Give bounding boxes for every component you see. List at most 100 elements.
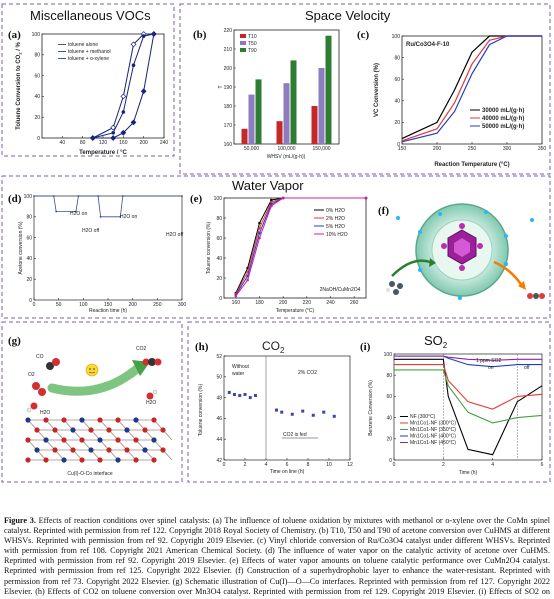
reaction-arrow-icon (47, 363, 143, 396)
c-xtick-label: 300 (503, 146, 512, 152)
lattice-atom (115, 457, 121, 463)
lattice-atom (79, 417, 85, 423)
i-ytick-label: 100 (384, 352, 393, 358)
legend-label-a-1: toluene + methanol (68, 49, 111, 55)
i-ytick-label: 60 (386, 394, 392, 400)
h2o-right-o-icon (146, 392, 154, 400)
data-point-a-0 (110, 124, 117, 131)
c-ytick-label: 40 (394, 99, 400, 105)
i-xtick-label: 2 (442, 462, 445, 468)
annotation-d-1: H2O off (82, 228, 100, 234)
data-point-h-1 (301, 409, 305, 413)
series-line-i-1 (394, 364, 543, 410)
d-xtick-label: 150 (104, 302, 113, 308)
y-axis-label-e: Toluene conversion (%) (206, 222, 212, 275)
so2-on-label: on (488, 365, 494, 371)
e-xtick-label: 220 (303, 300, 312, 306)
o2-atom1-icon (32, 382, 40, 390)
voc-molecule-icon (386, 281, 403, 295)
panel-label-e: (e) (190, 193, 203, 205)
panel-label-f: (f) (378, 205, 389, 217)
d-xtick-label: 250 (153, 302, 162, 308)
y-axis-label-a: Toluene Conversion to CO2 / % (16, 41, 23, 129)
data-point-e-3 (270, 204, 273, 208)
c-xtick-label: 350 (538, 146, 547, 152)
section-title-misc: Miscellaneous VOCs (30, 8, 151, 23)
b-ytick-label: 220 (224, 28, 233, 34)
lattice-atom (115, 437, 121, 443)
b-ytick-label: 190 (224, 85, 233, 91)
b-xtick-label: 150,000 (312, 146, 330, 152)
legend-label-i-1: Mn1Co1-NF (300°C) (410, 421, 456, 427)
y-axis-label-c: VC Conversion (%) (374, 63, 380, 117)
data-point-d (181, 195, 183, 197)
lattice-atom (25, 417, 31, 423)
o2-atom2-icon (38, 388, 46, 396)
e-ytick-label: 60 (216, 236, 222, 242)
b-ytick-label: 200 (224, 66, 233, 72)
series-group-i (394, 355, 543, 456)
series-line-e-2 (235, 197, 366, 296)
legend-label-a-2: toluene + o-xylene (68, 56, 109, 62)
x-axis-label-b: WHSV (mL/(g·h)) (267, 154, 306, 160)
lattice-atom (133, 437, 139, 443)
y-axis-label-b: T (218, 85, 224, 88)
panel-f: (f) (378, 203, 545, 300)
c-ytick-label: 80 (394, 55, 400, 61)
a-ytick-label: 60 (34, 73, 40, 79)
water-droplet-icons (396, 210, 534, 300)
bar-t50-1 (283, 83, 290, 144)
lattice-atom (70, 447, 76, 453)
h-xtick-label: 0 (223, 462, 226, 468)
frame-g (1, 321, 183, 483)
annotation-d-3: H2O off (166, 232, 184, 238)
so2-ppm-label: 1 ppm SO2 (476, 358, 502, 364)
x-axis-label-d: Reaction time (h) (89, 308, 127, 314)
h-ytick-label: 42 (216, 458, 222, 464)
e-xtick-label: 160 (232, 300, 241, 306)
bar-t50-0 (248, 94, 255, 144)
co2-o2-icon (154, 358, 162, 366)
lattice-atom (61, 457, 67, 463)
a-ytick-label: 0 (37, 136, 40, 142)
a-xtick-label: 240 (160, 140, 169, 146)
series-group-e (234, 196, 368, 298)
panel-e: (e) 160 180 200 220 240 260 0 20 40 60 80 100 0% H2… (190, 193, 368, 314)
h-ytick-label: 50 (216, 375, 222, 381)
lattice-atom (133, 417, 139, 423)
y-axis-label-d: Acetone conversion (%) (18, 221, 24, 274)
legend-label-a-0: toluene alone (68, 42, 98, 48)
a-xtick-label: 160 (119, 140, 128, 146)
inflow-arrowhead-icon (429, 258, 436, 267)
data-point-e-3 (281, 196, 285, 200)
x-axis-label-i: Time (h) (459, 470, 478, 476)
lattice-atom (34, 447, 40, 453)
section-title-water: Water Vapor (232, 178, 304, 193)
panel-g: (g) CO O2 H2O CO2 H2O Cu(I)-O-Co interfa… (8, 335, 173, 477)
series-line-a-2 (92, 33, 155, 139)
title-h-main: CO (262, 339, 280, 353)
b-xtick-label: 50,000 (244, 146, 260, 152)
data-point-h-1 (275, 408, 278, 412)
lattice-atom (151, 437, 157, 443)
axis-ticks-c: 150 200 250 300 350 0 20 40 60 80 100 (392, 34, 547, 152)
lattice-atom (88, 427, 94, 433)
y-label-a-sub: 2 (18, 52, 23, 55)
a-ytick-label: 80 (34, 53, 40, 59)
data-point-h-1 (290, 412, 294, 416)
b-ytick-label: 170 (224, 123, 233, 129)
series-group-a (89, 31, 157, 141)
figure-caption: Figure 3. Effects of reaction conditions… (4, 516, 550, 598)
c-xtick-label: 250 (468, 146, 477, 152)
data-point-d (33, 195, 35, 197)
x-label-b-tail: ·h)) (298, 154, 306, 160)
h-ytick-label: 44 (216, 437, 222, 443)
bar-t90-2 (325, 35, 332, 145)
co2-c-icon (148, 358, 156, 366)
so2-sub: 2 (443, 341, 448, 350)
a-ytick-label: 40 (34, 94, 40, 100)
series-group-h (227, 390, 336, 418)
lattice-atom (106, 447, 112, 453)
without-water-label-1: Without (232, 364, 250, 370)
